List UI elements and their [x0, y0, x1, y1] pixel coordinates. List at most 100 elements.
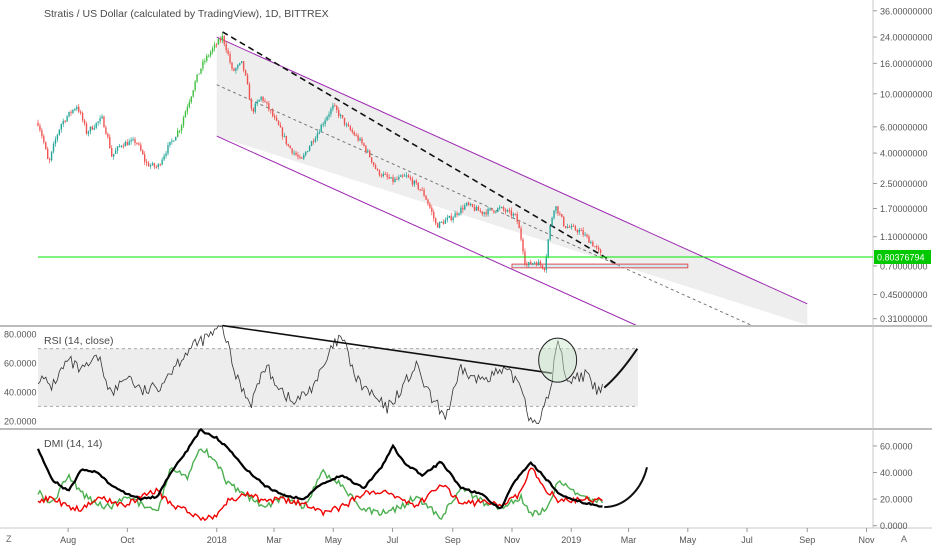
candle-body [37, 122, 39, 126]
time-tick-label: Nov [504, 535, 521, 545]
time-tick-label: Sep [445, 535, 461, 545]
candle-body [520, 228, 522, 240]
candle-body [431, 207, 433, 213]
candle-body [293, 152, 295, 154]
candle-body [167, 145, 169, 154]
candle-body [435, 218, 437, 224]
candle-body [299, 156, 301, 158]
candle-body [173, 140, 175, 142]
candle-body [433, 212, 435, 219]
auto-scale-button[interactable]: A [901, 534, 908, 544]
rsi-trendline [222, 324, 552, 374]
candle-body [363, 143, 365, 146]
candle-body [196, 74, 198, 82]
candle-body [514, 213, 516, 215]
candle-body [551, 217, 553, 227]
candle-body [493, 210, 495, 213]
price-tick-label: 0.31000000 [880, 314, 928, 324]
price-plot [37, 31, 808, 325]
candle-body [128, 141, 130, 146]
candle-body [396, 178, 398, 180]
candle-body [382, 173, 385, 176]
candle-body [407, 175, 410, 178]
candle-body [456, 213, 458, 215]
candle-body [479, 210, 482, 212]
candle-body [112, 153, 115, 157]
candle-body [467, 202, 470, 205]
candle-body [506, 210, 509, 212]
candle-body [289, 145, 291, 149]
candle-body [250, 99, 253, 109]
dmi-tick-label: 20.0000 [880, 495, 913, 505]
candle-body [530, 262, 532, 265]
timezone-button[interactable]: Z [6, 534, 12, 544]
price-tick-label: 36.00000000 [880, 6, 932, 16]
candle-body [54, 139, 57, 144]
candle-body [138, 143, 140, 145]
candle-body [256, 101, 258, 104]
candle-body [481, 211, 483, 215]
dashed-trendline [222, 31, 621, 267]
time-tick-label: 2018 [207, 535, 227, 545]
candle-body [400, 175, 402, 177]
candle-body [578, 229, 580, 233]
candle-body [421, 189, 423, 191]
channel-lower-line [216, 135, 637, 325]
candle-body [52, 143, 55, 152]
candle-body [72, 109, 74, 113]
candle-body [142, 150, 144, 155]
rsi-line [37, 325, 603, 425]
candle-body [495, 211, 497, 213]
candle-body [124, 142, 126, 147]
candle-body [200, 68, 202, 74]
dmi-tick-label: 60.0000 [880, 441, 913, 451]
candle-body [97, 121, 99, 123]
candle-body [107, 133, 109, 137]
candle-body [122, 145, 125, 147]
candle-body [336, 105, 338, 110]
candle-body [549, 226, 551, 240]
candle-body [384, 173, 386, 175]
candle-body [204, 60, 206, 62]
candle-body [574, 226, 577, 231]
candle-body [580, 229, 582, 231]
candle-body [359, 138, 361, 141]
candle-body [582, 230, 584, 235]
candle-body [500, 207, 503, 209]
candle-body [277, 120, 280, 126]
candle-body [516, 213, 518, 222]
candle-body [518, 221, 520, 229]
candle-body [320, 124, 322, 133]
candle-body [291, 148, 293, 154]
candle-body [78, 106, 80, 112]
candle-body [537, 261, 540, 266]
candle-body [419, 189, 421, 191]
candle-body [469, 204, 472, 206]
candle-body [208, 55, 210, 57]
candle-body [316, 133, 319, 139]
candle-body [508, 210, 511, 212]
candle-body [268, 103, 270, 110]
candle-body [120, 145, 123, 147]
candle-body [489, 208, 491, 210]
candle-body [369, 150, 371, 158]
candle-body [545, 257, 547, 271]
candle-body [140, 144, 142, 151]
time-tick-label: Sep [799, 535, 815, 545]
candle-body [330, 108, 332, 115]
candle-body [566, 226, 569, 229]
candle-body [310, 141, 313, 147]
candle-body [273, 116, 276, 118]
time-tick-label: Mar [266, 535, 282, 545]
price-axis: 36.00000000 24.00000000 16.00000000 10.0000… [873, 6, 932, 324]
candle-body [343, 117, 346, 125]
candle-body [56, 134, 59, 140]
candle-body [357, 135, 359, 141]
candle-body [324, 120, 326, 125]
candle-body [338, 109, 340, 116]
candle-body [590, 241, 592, 243]
candle-body [446, 217, 449, 220]
candle-body [229, 53, 231, 63]
